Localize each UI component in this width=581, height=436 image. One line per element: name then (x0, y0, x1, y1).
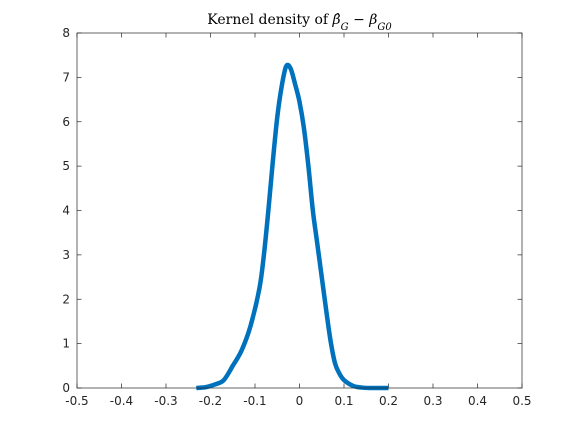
x-tick-label: 0.4 (468, 394, 487, 408)
y-tick-label: 1 (62, 337, 70, 351)
title-prefix: Kernel density of (207, 12, 332, 28)
title-beta-hat: β̂ (332, 12, 341, 28)
density-curve (196, 62, 389, 391)
y-tick-label: 0 (62, 381, 70, 395)
x-tick-label: 0.1 (334, 394, 353, 408)
y-tick-label: 3 (62, 248, 70, 262)
x-tick-label: 0.3 (423, 394, 442, 408)
x-tick-label: 0.5 (512, 394, 531, 408)
x-tick-label: -0.3 (154, 394, 177, 408)
title-sub-hat: G (341, 22, 349, 33)
y-tick-label: 7 (62, 70, 70, 84)
title-beta: β (368, 12, 377, 28)
x-tick-label: -0.4 (110, 394, 133, 408)
x-tick-label: -0.2 (199, 394, 222, 408)
y-tick-label: 8 (62, 26, 70, 40)
x-tick-label: -0.1 (243, 394, 266, 408)
title-sub-true: G0 (377, 22, 392, 33)
x-tick-label: -0.5 (65, 394, 88, 408)
axes-box (76, 32, 523, 389)
x-tick-label: 0.2 (379, 394, 398, 408)
y-tick-label: 2 (62, 292, 70, 306)
y-tick-label: 5 (62, 159, 70, 173)
y-tick-label: 4 (62, 204, 70, 218)
chart-title: Kernel density of β̂G − βG0 (207, 12, 392, 33)
plot-area (77, 33, 522, 388)
y-tick-label: 6 (62, 115, 70, 129)
title-minus: − (349, 12, 370, 28)
x-tick-label: 0 (296, 394, 304, 408)
tick-labels-group: -0.5 -0.4 -0.3 -0.2 -0.1 0 0.1 0.2 0.3 0.4 0.5 0 1 2 3… (62, 26, 531, 408)
